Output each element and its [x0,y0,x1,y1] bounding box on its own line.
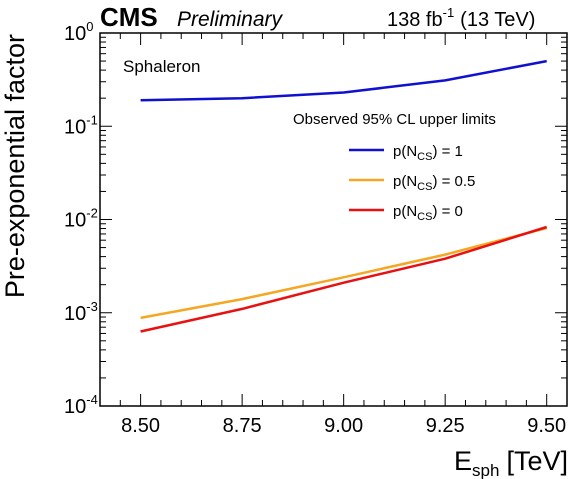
y-tick-label: 100 [64,19,93,45]
legend-label-sub: CS [417,181,432,193]
y-tick-base: 10 [64,210,86,232]
y-tick-base: 10 [64,23,86,45]
legend-label-suffix: ) = 1 [432,143,462,160]
lumi-label: 138 fb-1 (13 TeV) [387,5,535,31]
legend-label-suffix: ) = 0.5 [432,173,475,190]
energy-label: (13 TeV) [460,9,535,31]
x-tick-label: 8.50 [121,415,160,437]
lumi-exponent: -1 [443,5,455,20]
x-tick-label: 9.00 [324,415,363,437]
y-tick-exponent: 0 [86,19,93,34]
y-tick-base: 10 [64,116,86,138]
y-tick-exponent: -1 [86,112,98,127]
legend-label: p(NCS) = 0 [393,203,463,223]
legend-label-sub: CS [417,211,432,223]
y-tick-label: 10-3 [64,299,98,325]
x-axis-title: Esph [TeV] [454,446,568,479]
legend-label-prefix: p(N [393,203,417,220]
y-tick-exponent: -4 [86,392,98,407]
y-tick-exponent: -3 [86,299,98,314]
x-axis-sub: sph [472,461,499,479]
x-tick-label: 8.75 [223,415,262,437]
x-axis-unit: [TeV] [506,446,568,476]
x-tick-label: 9.25 [426,415,465,437]
legend-label-prefix: p(N [393,173,417,190]
y-tick-base: 10 [64,303,86,325]
lumi-value: 138 fb [387,9,443,31]
y-tick-label: 10-2 [64,206,98,232]
y-tick-exponent: -2 [86,206,98,221]
series-line-0 [140,59,547,102]
sphaleron-label: Sphaleron [123,57,201,76]
series-group [140,59,548,333]
legend: Observed 95% CL upper limits p(NCS) = 1p… [293,111,496,223]
legend-label: p(NCS) = 0.5 [393,173,475,193]
y-tick-label: 10-4 [64,392,98,418]
cms-label: CMS [100,2,158,32]
legend-label-prefix: p(N [393,143,417,160]
legend-label-suffix: ) = 0 [432,203,462,220]
x-axis-main: E [454,446,472,476]
legend-label: p(NCS) = 1 [393,143,463,163]
legend-label-sub: CS [417,151,432,163]
y-tick-label: 10-1 [64,112,98,138]
legend-title: Observed 95% CL upper limits [293,111,496,128]
plot-frame [99,32,568,407]
y-tick-base: 10 [64,396,86,418]
series-line-1 [140,226,548,320]
preliminary-label: Preliminary [177,8,284,31]
x-tick-label: 9.50 [527,415,566,437]
series-line-2 [140,225,548,333]
y-axis-title: Pre-exponential factor [0,34,30,298]
